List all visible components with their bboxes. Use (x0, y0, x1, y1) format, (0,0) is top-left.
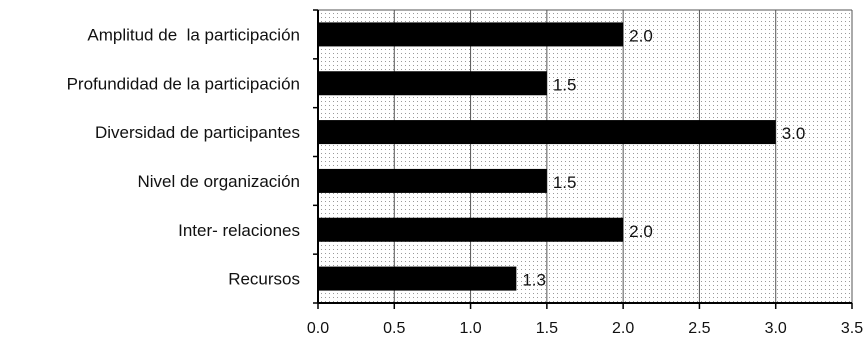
bar (318, 168, 547, 193)
data-label: 1.5 (553, 173, 577, 192)
x-tick-label: 3.5 (841, 320, 863, 337)
bar (318, 120, 776, 145)
data-label: 1.3 (522, 271, 546, 290)
x-tick-label: 2.0 (612, 320, 634, 337)
data-label: 1.5 (553, 75, 577, 94)
x-tick-label: 3.0 (765, 320, 787, 337)
category-label: Amplitud de la participación (87, 25, 300, 44)
category-label: Profundidad de la participación (67, 74, 300, 93)
labels: 0.0 0.5 1.0 1.5 2.0 2.5 3.0 3.5 Amplitud de la p… (67, 25, 864, 337)
x-tick-label: 1.5 (536, 320, 558, 337)
category-label: Diversidad de participantes (95, 123, 300, 142)
bar (318, 71, 547, 96)
gridlines (393, 10, 853, 303)
bar (318, 217, 624, 242)
data-label: 2.0 (629, 26, 653, 45)
bar (318, 266, 517, 291)
x-tick-label: 2.5 (688, 320, 710, 337)
bars (318, 22, 776, 291)
category-label: Inter- relaciones (178, 221, 300, 240)
bar (318, 22, 624, 47)
data-label: 2.0 (629, 222, 653, 241)
x-tick-label: 0.5 (383, 320, 405, 337)
axes (313, 9, 853, 309)
x-tick-label: 0.0 (307, 320, 329, 337)
plot-background (318, 10, 852, 303)
data-label: 3.0 (782, 124, 806, 143)
x-tick-label: 1.0 (459, 320, 481, 337)
category-label: Nivel de organización (137, 172, 300, 191)
category-label: Recursos (228, 270, 300, 289)
